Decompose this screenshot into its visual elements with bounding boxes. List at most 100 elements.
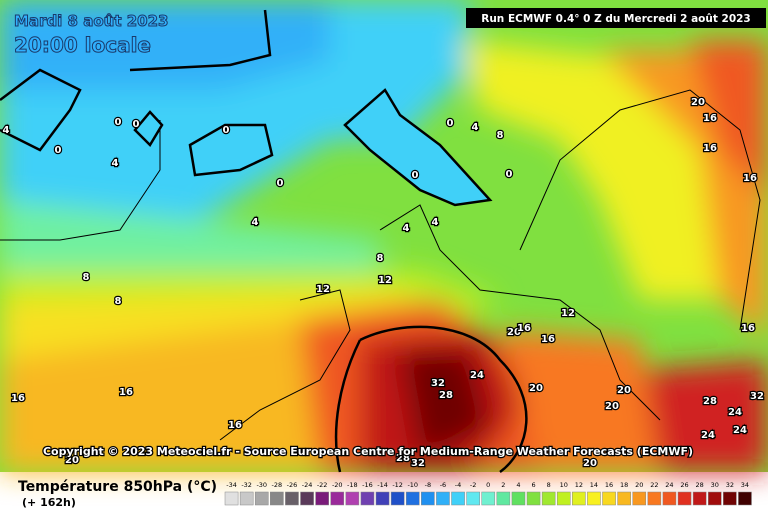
contour-label: 4 xyxy=(403,223,410,234)
contour-label: 0 xyxy=(277,178,284,189)
scale-tick-label: -10 xyxy=(407,481,418,489)
scale-tick-label: 34 xyxy=(741,481,749,489)
scale-tick-label: -32 xyxy=(241,481,252,489)
scale-tick-label: 30 xyxy=(711,481,719,489)
scale-swatch xyxy=(390,491,405,506)
contour-label: 32 xyxy=(431,378,445,389)
contour-label: 0 xyxy=(223,125,230,136)
contour-label: 24 xyxy=(470,370,484,381)
scale-tick-label: -26 xyxy=(287,481,298,489)
contour-label: 0 xyxy=(447,118,454,129)
contour-label: 0 xyxy=(412,170,419,181)
contour-label: 20 xyxy=(529,383,543,394)
scale-swatch xyxy=(677,491,692,506)
contour-label: 16 xyxy=(541,334,555,345)
contour-label: 16 xyxy=(517,323,531,334)
contour-label: 4 xyxy=(3,125,10,136)
scale-swatch xyxy=(692,491,707,506)
contour-label: 20 xyxy=(617,385,631,396)
scale-tick-label: 6 xyxy=(531,481,535,489)
scale-swatch xyxy=(405,491,420,506)
scale-tick-label: 8 xyxy=(547,481,551,489)
contour-label: 0 xyxy=(133,119,140,130)
contour-label: 16 xyxy=(228,420,242,431)
contour-label: 28 xyxy=(439,390,453,401)
scale-tick-label: -4 xyxy=(455,481,461,489)
scale-swatch xyxy=(224,491,239,506)
scale-tick-label: 22 xyxy=(650,481,658,489)
scale-swatch xyxy=(662,491,677,506)
contour-label: 32 xyxy=(750,391,764,402)
scale-swatch xyxy=(602,491,616,506)
scale-tick-label: -8 xyxy=(425,481,431,489)
scale-swatch xyxy=(360,491,375,506)
contour-label: 20 xyxy=(605,401,619,412)
contour-label: 28 xyxy=(703,396,717,407)
lead-time: (+ 162h) xyxy=(22,496,76,509)
scale-swatch xyxy=(572,491,586,506)
contour-label: 24 xyxy=(728,407,742,418)
scale-tick-label: -20 xyxy=(332,481,343,489)
scale-tick-label: -18 xyxy=(347,481,358,489)
contour-label: 8 xyxy=(497,130,504,141)
temperature-field xyxy=(0,0,768,474)
contour-label: 4 xyxy=(472,122,479,133)
contour-label: 20 xyxy=(65,455,79,466)
contour-labels: 0 000444000480448881212161616162016161220… xyxy=(1,96,765,471)
scale-swatch xyxy=(345,491,360,506)
scale-swatch xyxy=(647,491,662,506)
scale-tick-label: 28 xyxy=(696,481,704,489)
contour-label: 20 xyxy=(691,97,705,108)
scale-tick-label: 12 xyxy=(575,481,583,489)
contour-label: 20 xyxy=(583,458,597,469)
scale-swatch xyxy=(707,491,722,506)
scale-swatch xyxy=(632,491,647,506)
contour-label: 16 xyxy=(119,387,133,398)
contour-label: 20 xyxy=(507,327,521,338)
scale-tick-label: 2 xyxy=(501,481,505,489)
scale-tick-label: -30 xyxy=(256,481,267,489)
scale-tick-label: -22 xyxy=(317,481,328,489)
scale-swatch xyxy=(541,491,556,506)
contour-label: 4 xyxy=(252,217,259,228)
contour-label: 24 xyxy=(733,425,747,436)
contour-label: 28 xyxy=(396,453,410,464)
contour-label: 0 xyxy=(115,117,122,128)
scale-tick-label: -34 xyxy=(226,481,237,489)
scale-tick-label: 16 xyxy=(605,481,613,489)
scale-tick-label: 4 xyxy=(516,481,520,489)
contour-label: 32 xyxy=(411,458,425,469)
valid-time: 20:00 locale xyxy=(14,33,151,57)
contour-label: 16 xyxy=(11,393,25,404)
scale-swatch xyxy=(421,491,435,506)
contour-label: 0 xyxy=(55,145,62,156)
scale-swatch xyxy=(375,491,390,506)
contour-label: 16 xyxy=(703,113,717,124)
contour-label: 16 xyxy=(703,143,717,154)
contour-label: 0 xyxy=(506,169,513,180)
scale-tick-label: 32 xyxy=(726,481,734,489)
scale-tick-label: -28 xyxy=(272,481,283,489)
copyright: Copyright © 2023 Meteociel.fr - Source E… xyxy=(43,445,693,458)
scale-tick-label: 26 xyxy=(680,481,688,489)
scale-tick-label: 18 xyxy=(620,481,628,489)
scale-swatch xyxy=(466,491,480,506)
contour-label: 12 xyxy=(316,284,330,295)
scale-tick-label: 10 xyxy=(560,481,568,489)
scale-swatch xyxy=(254,491,269,506)
scale-swatch xyxy=(511,491,526,506)
contour-label: 16 xyxy=(743,173,757,184)
scale-swatch xyxy=(738,491,752,506)
color-scale: -34 -32 -30 -28 -26 -24 -22 -20 -18 -16 -14 -12 -10-… xyxy=(224,481,752,506)
scale-swatch xyxy=(330,491,345,506)
contour-label: 24 xyxy=(701,430,715,441)
contour-label: 4 xyxy=(432,217,439,228)
contour-label: 8 xyxy=(83,272,90,283)
scale-swatch xyxy=(556,491,571,506)
scale-swatch xyxy=(436,491,450,506)
scale-tick-label: -16 xyxy=(362,481,373,489)
scale-tick-label: 14 xyxy=(590,481,598,489)
scale-swatch xyxy=(285,491,299,506)
scale-swatch xyxy=(481,491,496,506)
scale-swatch xyxy=(496,491,511,506)
